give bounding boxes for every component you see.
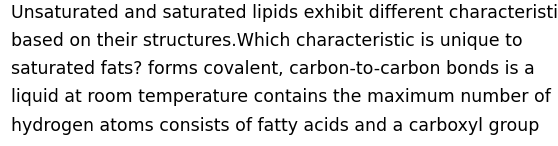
Text: hydrogen atoms consists of fatty acids and a carboxyl group: hydrogen atoms consists of fatty acids a… <box>11 117 540 134</box>
Text: saturated fats? forms covalent, carbon-to-carbon bonds is a: saturated fats? forms covalent, carbon-t… <box>11 60 535 78</box>
Text: based on their structures.Which characteristic is unique to: based on their structures.Which characte… <box>11 32 523 50</box>
Text: Unsaturated and saturated lipids exhibit different characteristics: Unsaturated and saturated lipids exhibit… <box>11 4 558 22</box>
Text: liquid at room temperature contains the maximum number of: liquid at room temperature contains the … <box>11 88 551 106</box>
